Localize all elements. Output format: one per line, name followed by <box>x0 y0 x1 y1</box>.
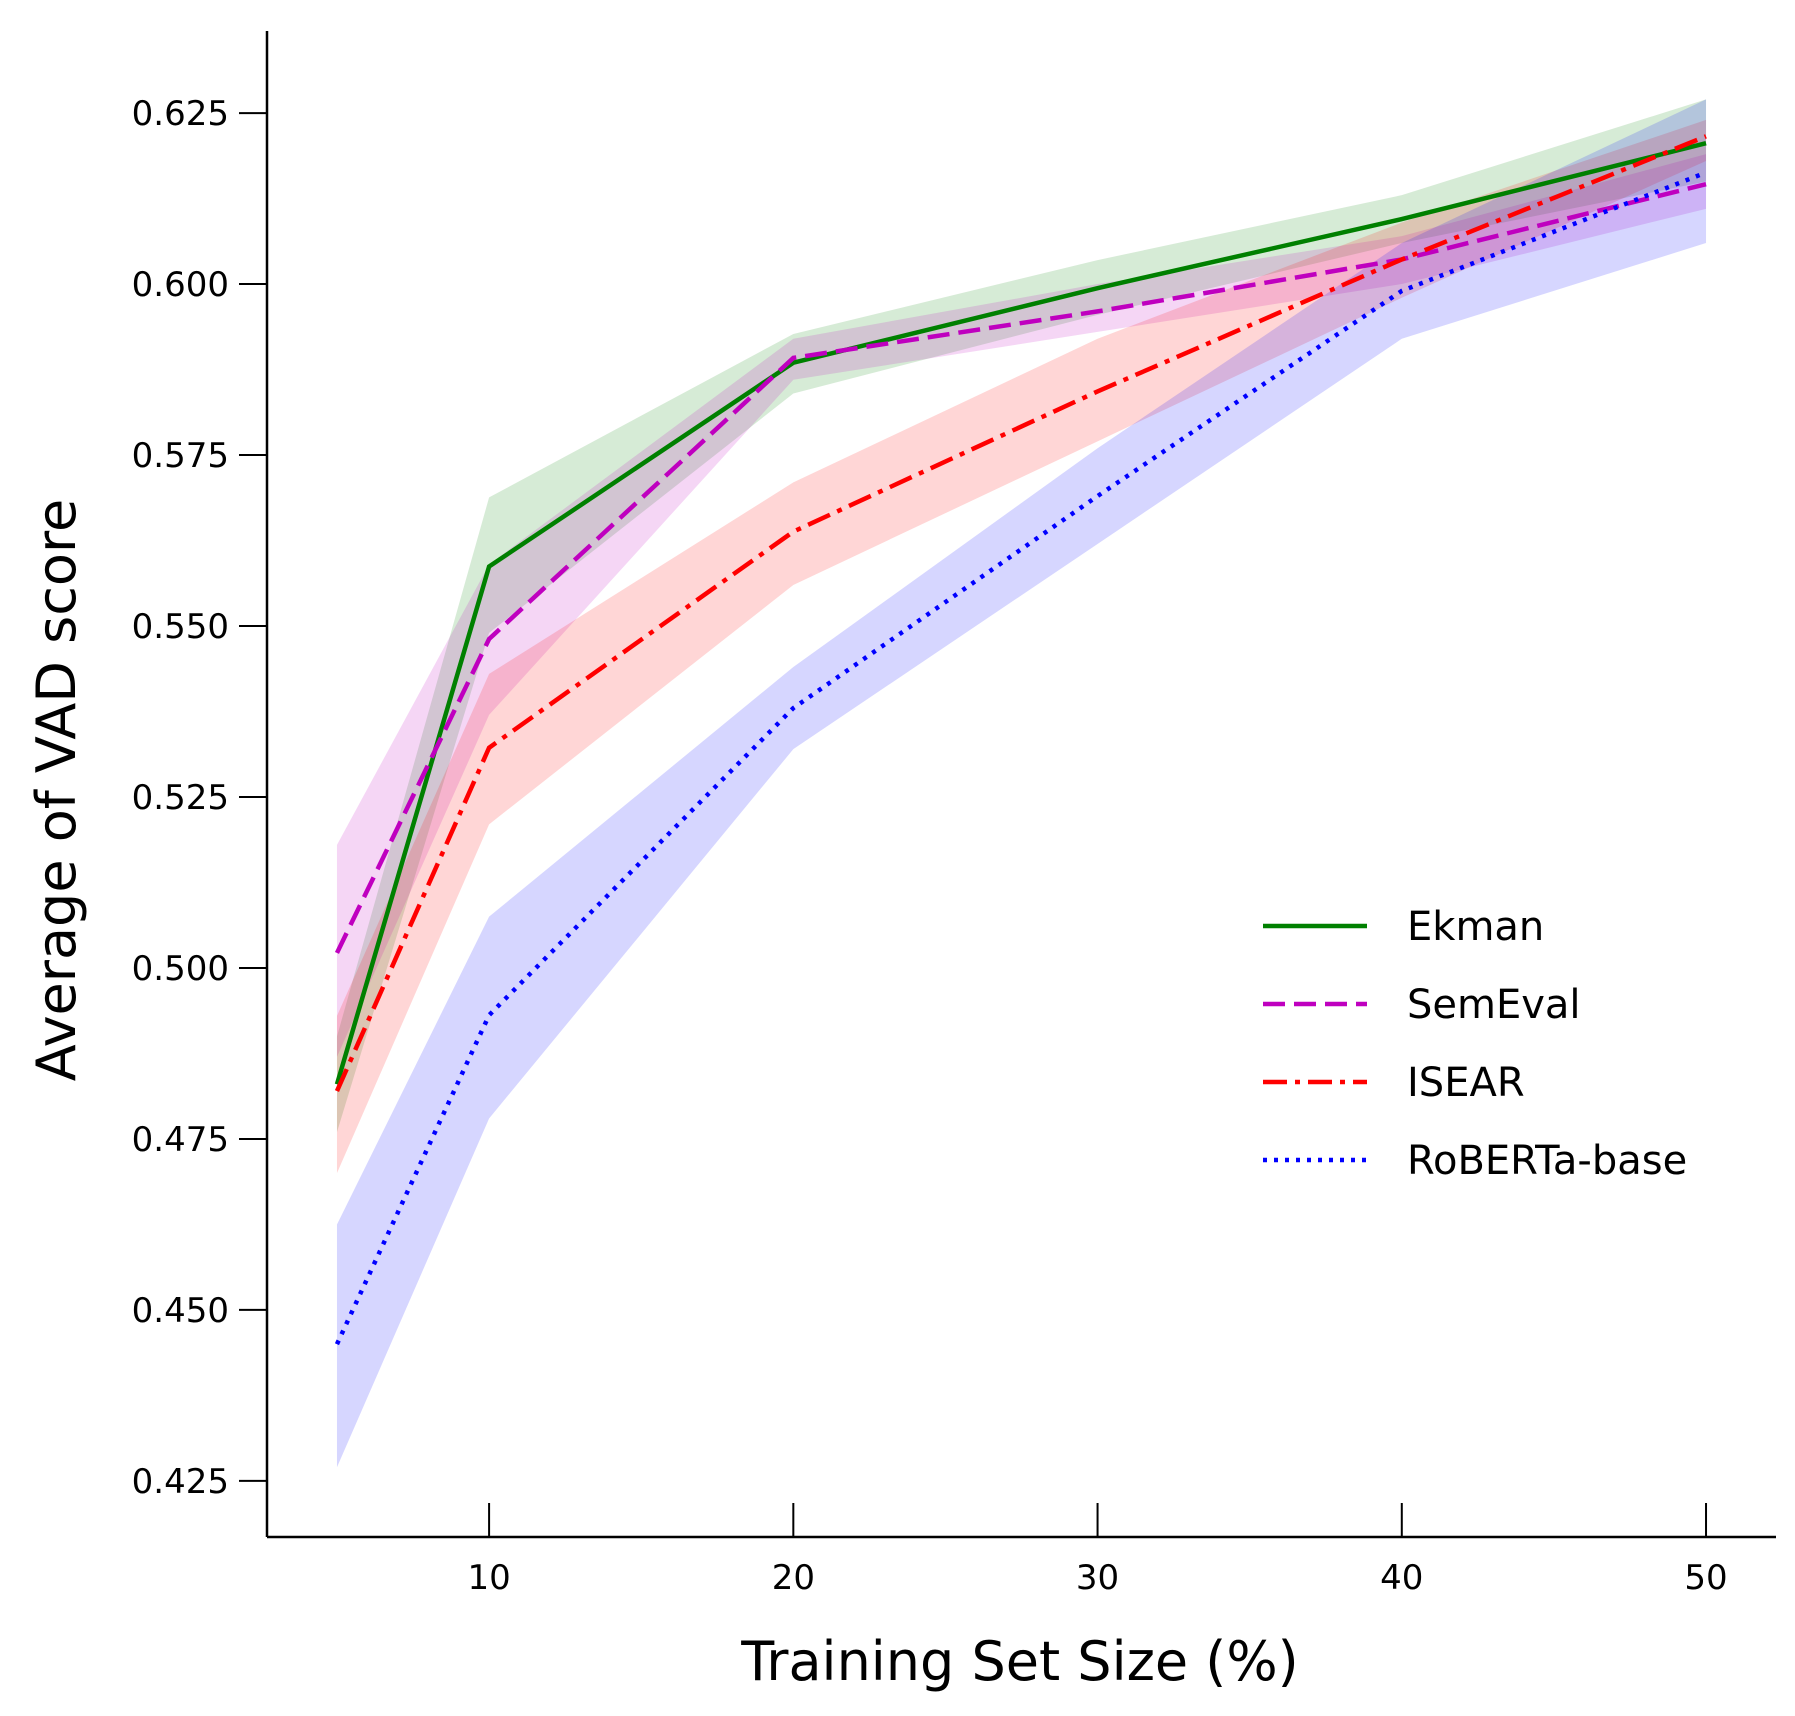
x-tick-label: 40 <box>1380 1558 1423 1598</box>
y-tick-label: 0.500 <box>132 949 229 989</box>
band-roberta-base <box>336 99 1707 1468</box>
x-tick-label: 50 <box>1684 1558 1727 1598</box>
y-tick-label: 0.600 <box>132 265 229 305</box>
x-axis-label: Training Set Size (%) <box>740 1630 1299 1693</box>
legend-label-roberta-base: RoBERTa-base <box>1407 1138 1687 1184</box>
series-line-ekman <box>334 140 1707 1085</box>
band-isear <box>336 119 1707 1174</box>
y-tick-label: 0.525 <box>132 778 229 818</box>
legend-label-semeval: SemEval <box>1407 982 1581 1028</box>
band-semeval <box>336 154 1707 1057</box>
x-tick-label: 30 <box>1076 1558 1119 1598</box>
series-lines <box>334 134 1707 1346</box>
legend-label-ekman: Ekman <box>1407 904 1544 950</box>
y-tick-label: 0.425 <box>132 1462 229 1502</box>
y-tick-label: 0.450 <box>132 1291 229 1331</box>
y-tick-label: 0.625 <box>132 94 229 134</box>
y-axis-label: Average of VAD score <box>25 499 88 1081</box>
series-line-roberta-base <box>334 170 1707 1346</box>
series-line-isear <box>334 134 1707 1092</box>
x-tick-label: 10 <box>467 1558 510 1598</box>
legend: Ekman SemEval ISEAR RoBERTa-base <box>1263 904 1687 1184</box>
y-tick-label: 0.475 <box>132 1120 229 1160</box>
x-ticks: 10 20 30 40 50 <box>467 1503 1728 1598</box>
series-line-semeval <box>334 182 1707 954</box>
legend-label-isear: ISEAR <box>1407 1060 1525 1106</box>
y-tick-label: 0.550 <box>132 607 229 647</box>
x-tick-label: 20 <box>772 1558 815 1598</box>
y-tick-label: 0.575 <box>132 436 229 476</box>
y-ticks: 0.425 0.450 0.475 0.500 0.525 0.550 0.575 0.600… <box>132 94 267 1502</box>
